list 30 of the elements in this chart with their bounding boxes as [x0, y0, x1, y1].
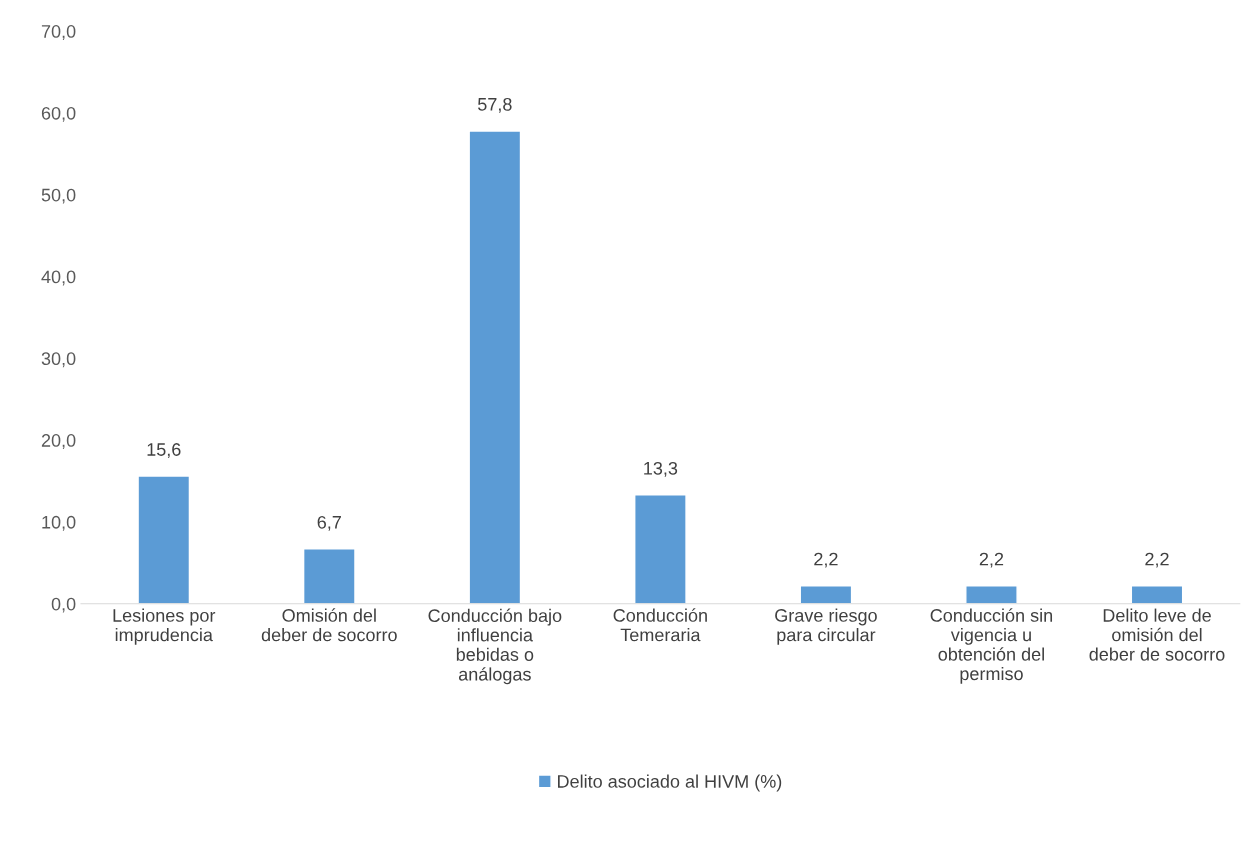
- data-label: 2,2: [979, 552, 1004, 568]
- bar: [634, 494, 687, 604]
- y-tick-label: 70,0: [41, 25, 76, 41]
- y-tick-label: 60,0: [41, 106, 76, 122]
- bar: [302, 548, 356, 604]
- x-tick-label: Conducción bajo influencia bebidas o análogas: [428, 608, 562, 685]
- x-tick-label: Omisión del deber de socorro: [261, 608, 397, 642]
- data-label: 13,3: [644, 461, 678, 477]
- y-tick-label: 0,0: [51, 597, 76, 613]
- x-tick-label: Conducción Temeraria: [613, 608, 707, 642]
- data-label: 57,8: [477, 97, 512, 113]
- data-label: 15,6: [147, 443, 181, 459]
- x-tick-label: Grave riesgo para circular: [775, 608, 877, 645]
- x-tick-label: Conducción sin vigencia u obtención del permiso: [930, 608, 1053, 684]
- legend-label: Delito asociado al HIVM (%): [558, 774, 782, 792]
- data-label: 6,7: [317, 515, 341, 531]
- y-tick-label: 30,0: [41, 352, 76, 368]
- data-label: 2,2: [1145, 552, 1169, 568]
- bar: [468, 130, 522, 604]
- bar: [965, 585, 1018, 604]
- bar: [1130, 585, 1184, 604]
- x-tick-label: Delito leve de omisión del deber de socorro: [1089, 608, 1225, 661]
- y-tick-label: 20,0: [41, 434, 76, 449]
- x-tick-label: Lesiones por imprudencia: [113, 608, 216, 645]
- data-label: 2,2: [814, 552, 838, 568]
- y-tick-label: 40,0: [41, 270, 76, 286]
- bar: [137, 475, 191, 604]
- bar: [799, 585, 853, 604]
- y-tick-label: 50,0: [41, 188, 76, 204]
- y-tick-label: 10,0: [42, 515, 76, 531]
